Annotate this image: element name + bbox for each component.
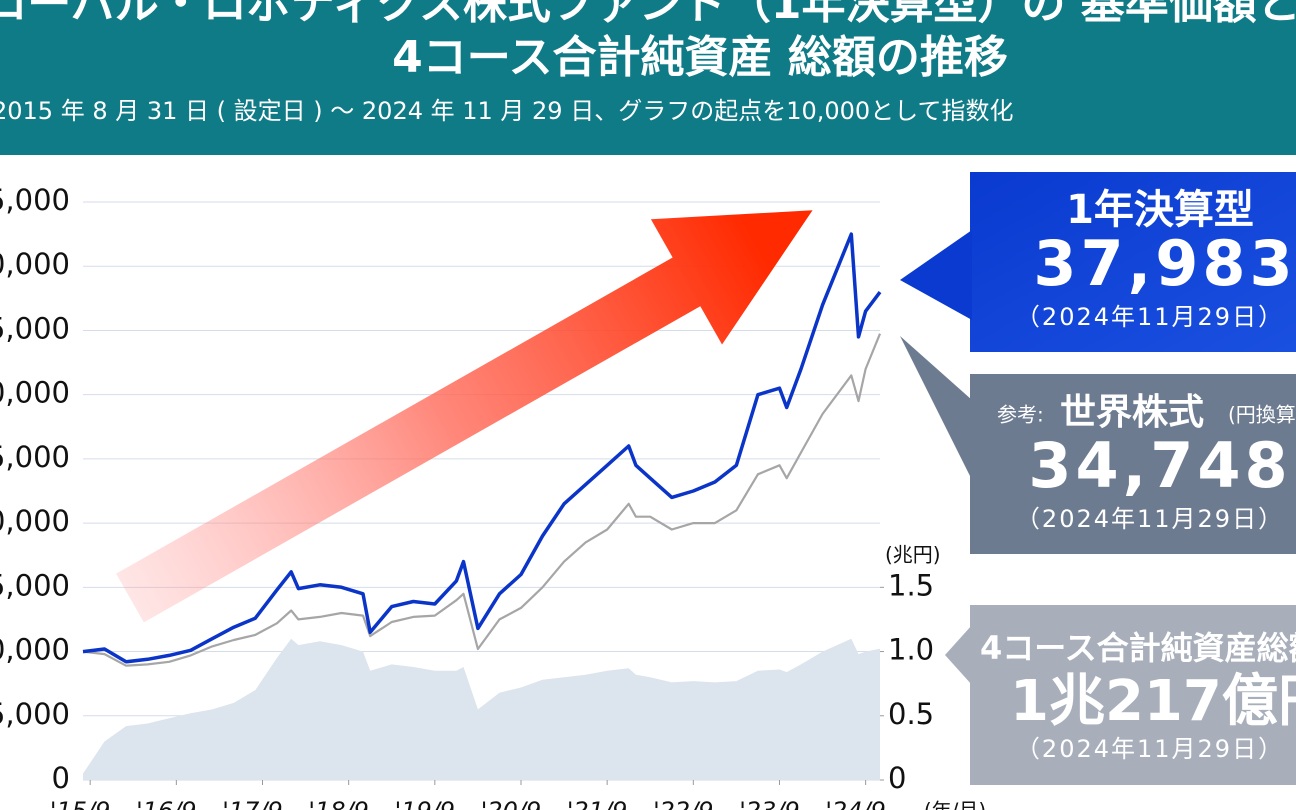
y2-tick-label: 1.0 (888, 633, 934, 667)
callout-value: 1兆217億円 (1010, 669, 1296, 734)
line (82, 333, 882, 667)
callout-box (970, 605, 1296, 785)
y2-tick-label: 0.5 (888, 697, 934, 731)
x-tick-label: '16/9 (136, 797, 197, 810)
callout-title: 世界株式 (1060, 392, 1204, 433)
x-tick-label: '19/9 (395, 797, 456, 810)
x-tick-label: '22/9 (653, 797, 714, 810)
callout-pointer (945, 625, 972, 685)
chart-subtitle: 2015 年 8 月 31 日 ( 設定日 ) 〜 2024 年 11 月 29… (0, 97, 1013, 125)
callout-pointer (900, 230, 972, 320)
callout-date: （2024年11月29日） (1016, 303, 1284, 331)
header-band (0, 0, 1296, 155)
chart-title: グローバル・ロボティクス株式ファンド（1年決算型）の 基準価額と (0, 0, 1296, 29)
callout-box (970, 172, 1296, 352)
x-tick-label: '24/9 (825, 797, 886, 810)
callout-date: （2024年11月29日） (1016, 735, 1284, 763)
y-tick-label: 10,000 (0, 633, 70, 667)
y-tick-label: 20,000 (0, 504, 70, 538)
y-tick-label: 0 (52, 761, 70, 795)
callout-date: （2024年11月29日） (1016, 505, 1284, 533)
callout-pointer (900, 336, 972, 480)
x-tick-label: '15/9 (50, 797, 111, 810)
callout-suffix: (円換算) (1228, 403, 1296, 427)
callout-value: 37,983 (1033, 227, 1296, 300)
y-tick-label: 25,000 (0, 440, 70, 474)
chart-title-line2: 4コース合計純資産 総額の推移 (392, 32, 1008, 83)
x-tick-label: '20/9 (481, 797, 542, 810)
callout-title: 1年決算型 (1066, 187, 1254, 233)
y-tick-label: 15,000 (0, 568, 70, 602)
x-tick-label: '17/9 (222, 797, 283, 810)
callouts: 1年決算型 37,983 （2024年11月29日） 参考: 世界株式 (円換算… (900, 172, 1296, 785)
callout-title: 4コース合計純資産総額 (980, 629, 1296, 667)
area (83, 638, 880, 780)
callout-value: 34,748 (1028, 429, 1291, 502)
y2-tick-label: 1.5 (888, 568, 934, 602)
callout-prefix: 参考: (997, 403, 1044, 427)
y-tick-label: 30,000 (0, 376, 70, 410)
plot-area: 0 5,000 10,000 15,000 20,000 25,000 30,000 35,0… (0, 183, 986, 810)
y2-unit: (兆円) (885, 543, 941, 567)
y-tick-label: 35,000 (0, 311, 70, 345)
x-unit: (年/月) (924, 799, 986, 810)
callout-box (970, 374, 1296, 554)
trend-arrow (116, 210, 813, 623)
x-tick-label: '21/9 (567, 797, 628, 810)
y-tick-label: 45,000 (0, 183, 70, 217)
y2-tick-label: 0 (888, 761, 906, 795)
x-tick-label: '23/9 (739, 797, 800, 810)
line (82, 232, 882, 664)
y-tick-label: 5,000 (0, 697, 70, 731)
y-tick-label: 40,000 (0, 247, 70, 281)
x-tick-label: '18/9 (308, 797, 369, 810)
